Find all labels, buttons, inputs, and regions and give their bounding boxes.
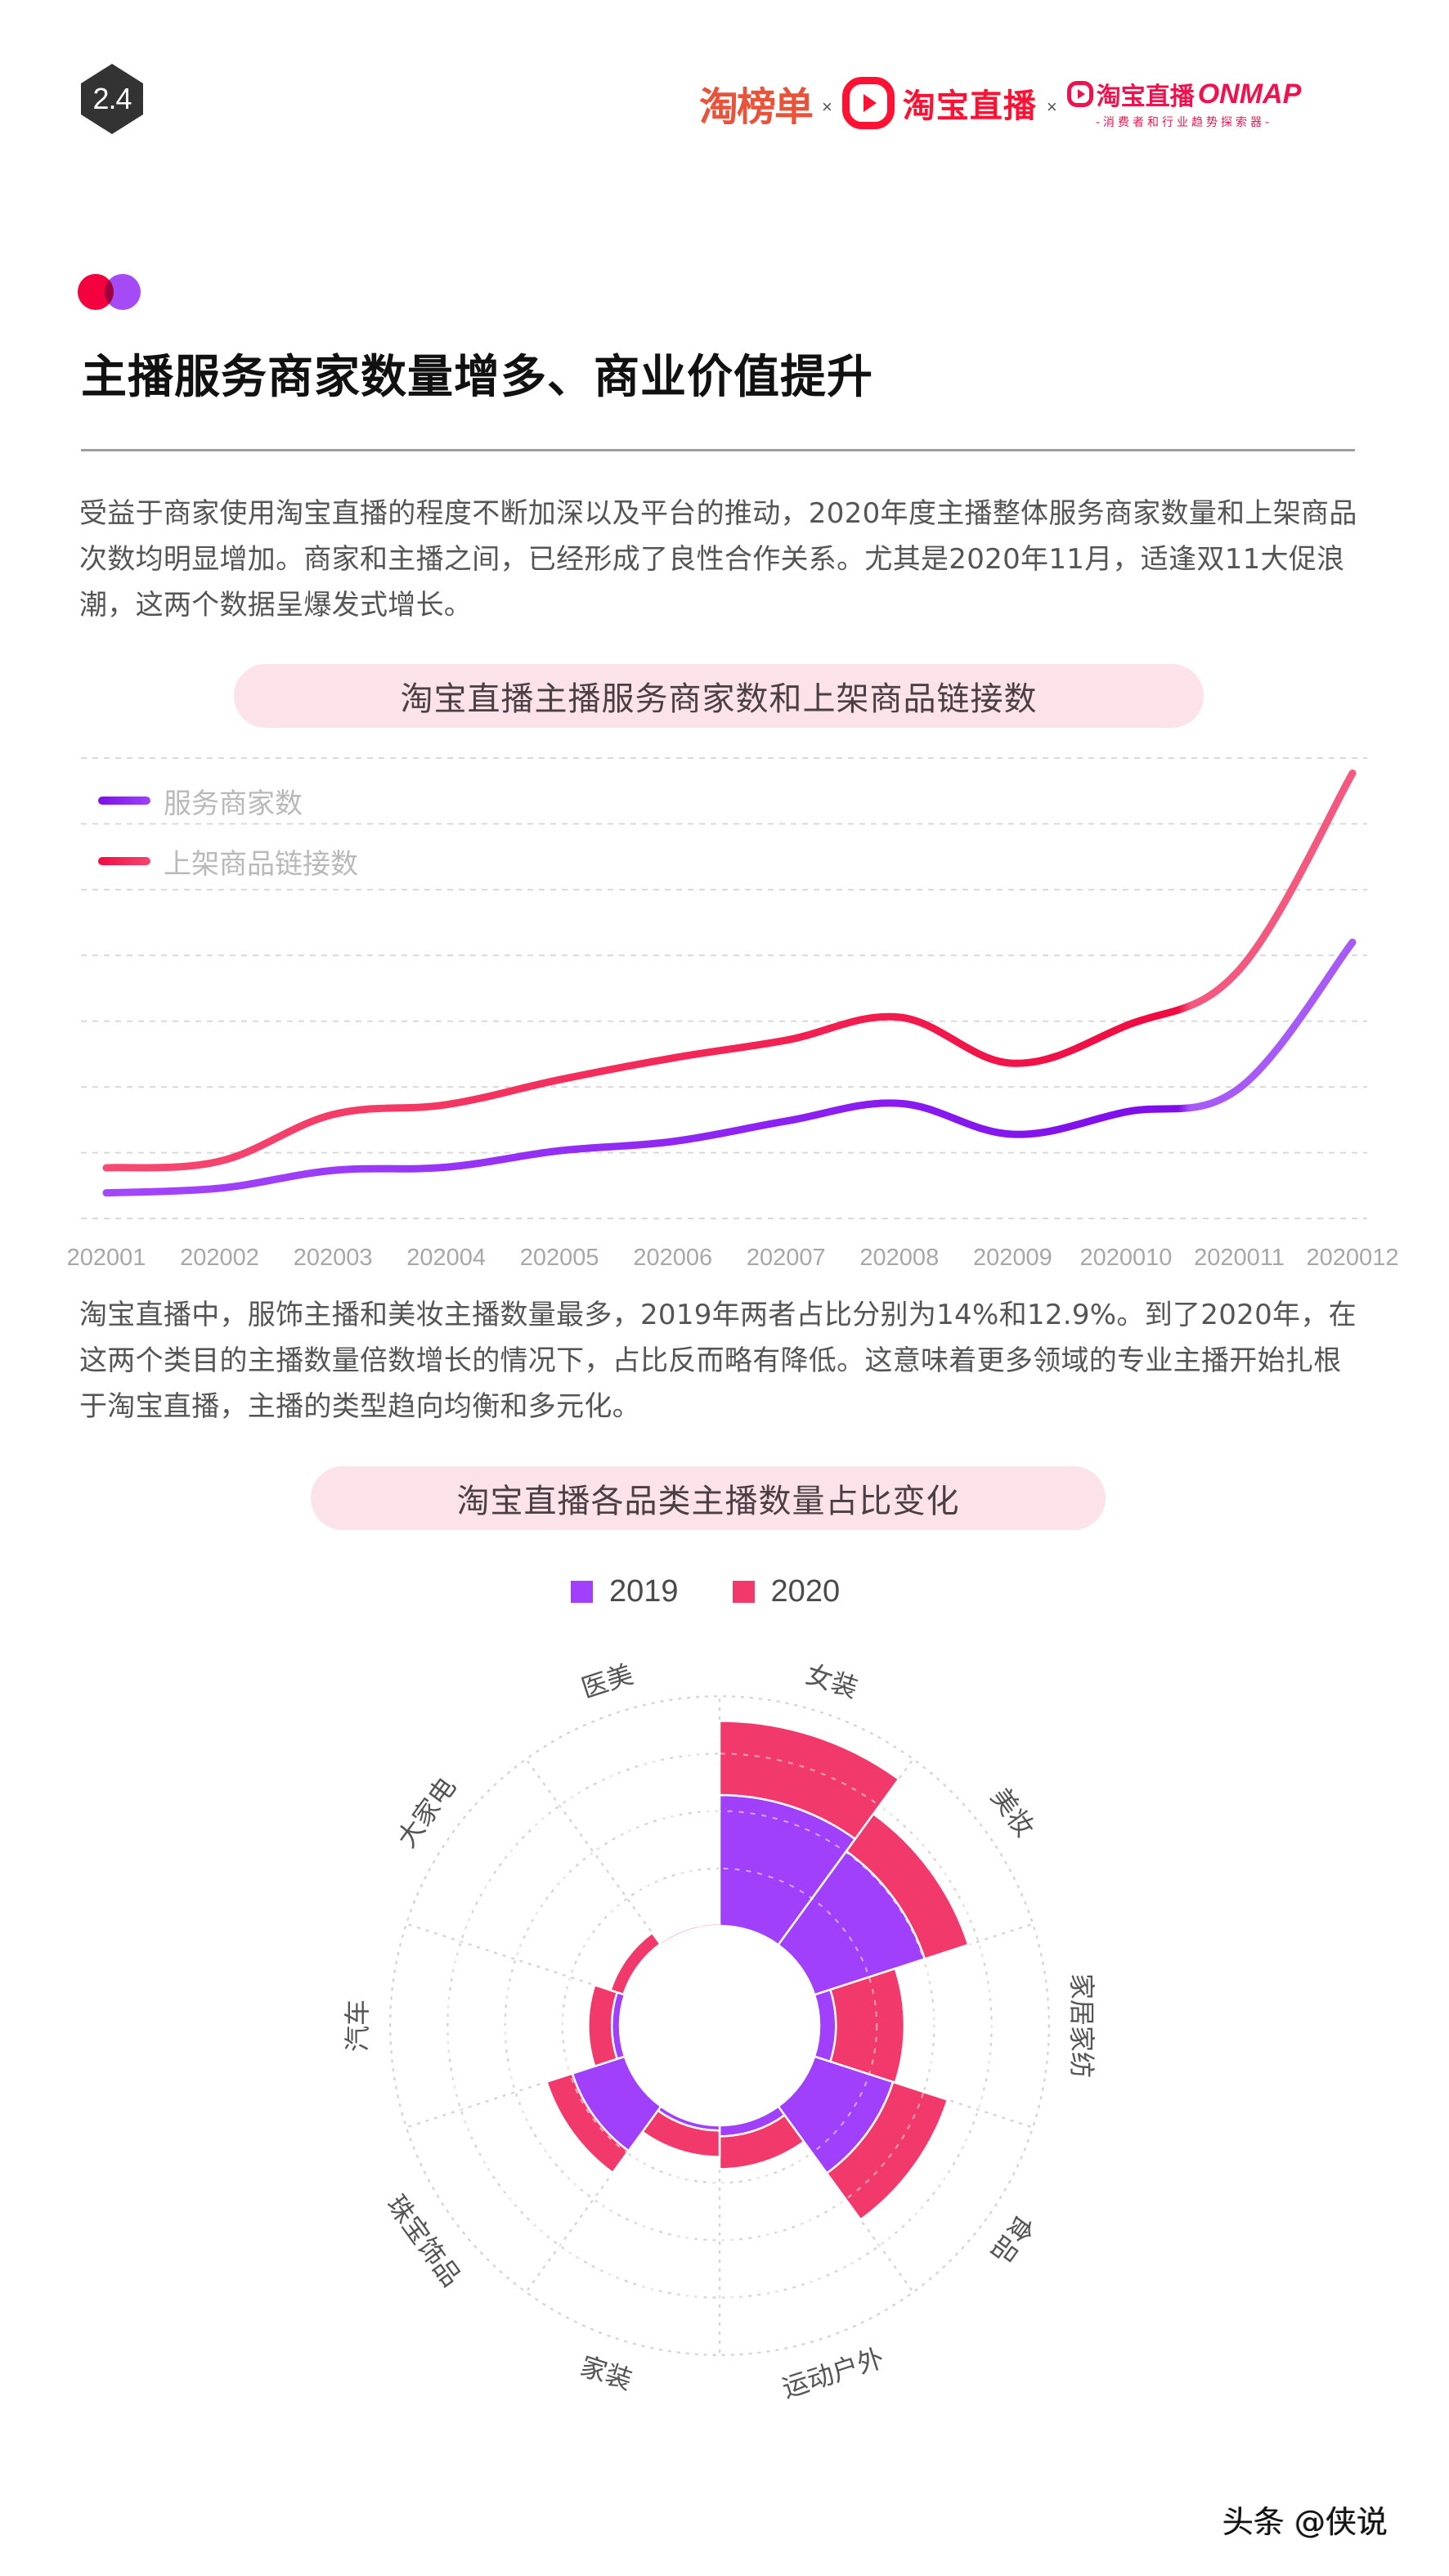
x-axis-label: 2020012 [1306,1245,1399,1271]
legend-swatch-2019 [571,1581,593,1603]
onmap-logo-brand: ONMAP [1197,78,1302,110]
purple-dot-icon [105,274,141,310]
legend-item-merchants: 服务商家数 [98,770,358,831]
x-axis-label: 202008 [859,1245,940,1271]
intro-paragraph: 受益于商家使用淘宝直播的程度不断加深以及平台的推动，2020年度主播整体服务商家… [79,497,1357,622]
legend-swatch-purple [98,797,150,805]
x-axis-label: 2020010 [1079,1245,1173,1271]
x-axis-label: 202001 [66,1245,146,1271]
series-line-links [102,769,1357,1172]
polar-grid-ring [388,1694,1051,2357]
polar-grid-ring-overlay [561,1867,878,2184]
x-axis-label: 202007 [746,1245,826,1271]
polar-grid-ring-overlay [504,1810,935,2242]
polar-category-label: 汽车 [342,1999,373,2053]
play-icon [1066,81,1093,107]
taobangdan-logo: 淘榜单 [699,84,814,130]
category-paragraph: 淘宝直播中，服饰主播和美妆主播数量最多，2019年两者占比分别为14%和12.9… [79,1299,1357,1423]
polar-grid-spoke [524,1757,662,1946]
x-axis-label: 202003 [293,1245,373,1271]
line-chart-legend: 服务商家数 上架商品链接数 [98,770,358,891]
logo-separator: × [1046,96,1057,117]
polar-chart-title-pill: 淘宝直播各品类主播数量占比变化 [311,1466,1106,1530]
taobao-live-logo-text: 淘宝直播 [902,88,1037,125]
line-chart-title-pill: 淘宝直播主播服务商家数和上架商品链接数 [234,664,1204,728]
x-axis-label: 202005 [519,1245,599,1271]
taobao-live-logo: 淘宝直播 [841,77,1037,129]
partner-logos: 淘榜单 × 淘宝直播 × 淘宝直播 ONMAP -消费者和行业趋势探索器- [699,70,1301,136]
logo-separator: × [822,96,832,117]
section-badge: 2.4 [81,64,143,134]
legend-label: 上架商品链接数 [164,847,358,881]
polar-bar-2020 [845,1812,970,1961]
line-chart-title: 淘宝直播主播服务商家数和上架商品链接数 [400,680,1038,718]
x-axis-label: 2020011 [1194,1245,1285,1271]
legend-swatch-2020 [732,1581,755,1603]
polar-bar-2020 [718,1720,900,1841]
polar-chart-title: 淘宝直播各品类主播数量占比变化 [456,1483,960,1520]
onmap-logo: 淘宝直播 ONMAP -消费者和行业趋势探索器- [1066,76,1302,130]
legend-item-links: 上架商品链接数 [98,831,358,891]
title-divider [81,449,1355,451]
series-line-merchants [102,938,1357,1197]
polar-bar-2020 [825,2080,949,2222]
polar-bar-2020 [545,2071,630,2174]
watermark: 头条 @侠说 [1222,2504,1388,2540]
legend-label: 服务商家数 [164,787,303,820]
page-title: 主播服务商家数量增多、商业价值提升 [81,351,873,404]
x-axis-label: 202006 [633,1245,713,1271]
onmap-logo-title: 淘宝直播 [1096,83,1195,111]
x-axis-labels: 202001 202002 202003 202004 202005 202006 2020… [0,1245,1449,1277]
x-axis-label: 202002 [180,1245,259,1271]
section-number: 2.4 [92,82,132,115]
x-axis-label: 202004 [406,1245,487,1271]
hexagon-icon [81,64,143,134]
polar-category-label: 家居家纺 [1066,1972,1097,2079]
polar-chart-legend: 2019 2020 [571,1574,894,1609]
legend-swatch-pink [98,857,150,865]
onmap-logo-subtitle: -消费者和行业趋势探索器- [1095,116,1273,129]
polar-bar-2020 [657,1922,721,1947]
polar-bar-chart [388,1694,1051,2358]
x-axis-label: 202009 [972,1245,1052,1271]
legend-label-2020: 2020 [770,1574,841,1609]
legend-label-2019: 2019 [609,1574,679,1609]
polar-grid-ring-overlay [446,1752,993,2299]
line-chart [81,757,1367,1219]
polar-grid-spoke [404,1922,626,1996]
polar-bar-2020 [587,1983,619,2068]
title-decoration-dots [78,274,143,312]
play-icon [841,77,895,129]
